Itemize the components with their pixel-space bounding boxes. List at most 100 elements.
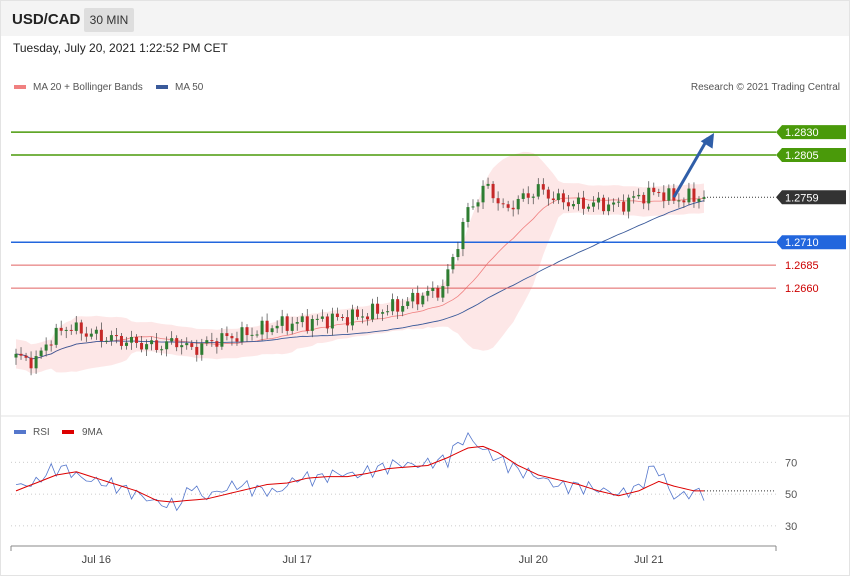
candle-body bbox=[511, 207, 515, 210]
candle-body bbox=[155, 340, 159, 350]
candle-body bbox=[14, 353, 18, 358]
projection-arrow-line bbox=[672, 137, 710, 199]
candle-body bbox=[516, 198, 520, 210]
candle-body bbox=[617, 201, 621, 203]
rsi-level-label-50: 50 bbox=[785, 489, 797, 501]
candle-body bbox=[431, 287, 435, 292]
candle-body bbox=[436, 287, 440, 298]
candle-body bbox=[104, 340, 108, 342]
candle-body bbox=[305, 316, 309, 331]
ma20-legend-label: MA 20 + Bollinger Bands bbox=[33, 82, 143, 93]
candle-body bbox=[521, 193, 525, 199]
candle-body bbox=[551, 198, 555, 201]
rsi-panel: 70 50 30 bbox=[11, 432, 797, 533]
candle-body bbox=[270, 328, 274, 333]
chart-datetime: Tuesday, July 20, 2021 1:22:52 PM CET bbox=[13, 41, 228, 55]
candle-body bbox=[200, 343, 204, 355]
candle-body bbox=[571, 204, 575, 207]
candle-body bbox=[19, 353, 23, 356]
candle-body bbox=[657, 192, 661, 194]
candle-body bbox=[662, 192, 666, 201]
candle-body bbox=[637, 194, 641, 197]
candle-body bbox=[160, 349, 164, 351]
candle-body bbox=[682, 200, 686, 203]
candle-body bbox=[114, 335, 118, 337]
candle-body bbox=[49, 344, 53, 346]
candle-body bbox=[476, 202, 480, 207]
candle-body bbox=[687, 188, 691, 203]
x-tick-label: Jul 21 bbox=[634, 554, 663, 566]
candle-body bbox=[215, 341, 219, 347]
candle-body bbox=[456, 249, 460, 258]
candle-body bbox=[416, 292, 420, 305]
candle-body bbox=[526, 193, 530, 198]
candle-body bbox=[627, 197, 631, 212]
candle-body bbox=[59, 327, 63, 331]
candle-body bbox=[647, 187, 651, 204]
candle-body bbox=[24, 355, 28, 358]
candle-body bbox=[576, 197, 580, 205]
symbol-title: USD/CAD bbox=[12, 11, 81, 28]
candle-body bbox=[381, 312, 385, 314]
candle-body bbox=[466, 207, 470, 222]
rsi-legend-label: RSI bbox=[33, 427, 50, 438]
candle-body bbox=[667, 188, 671, 201]
candle-body bbox=[250, 334, 254, 336]
candle-body bbox=[335, 313, 339, 318]
candle-body bbox=[280, 316, 284, 326]
candle-body bbox=[170, 338, 174, 342]
candle-body bbox=[295, 322, 299, 324]
candle-body bbox=[190, 343, 194, 347]
ma20-legend-swatch bbox=[14, 85, 26, 89]
candle-body bbox=[411, 292, 415, 302]
candle-body bbox=[371, 303, 375, 320]
candle-body bbox=[330, 313, 334, 329]
candle-body bbox=[94, 329, 98, 334]
price-tag-label-1.2830: 1.2830 bbox=[785, 127, 819, 139]
candle-body bbox=[652, 187, 656, 193]
candle-body bbox=[175, 338, 179, 348]
candle-body bbox=[124, 342, 128, 346]
candle-body bbox=[99, 329, 103, 342]
candle-body bbox=[165, 341, 169, 350]
candle-body bbox=[642, 194, 646, 204]
candlestick-layer bbox=[14, 177, 706, 376]
candle-body bbox=[496, 198, 500, 204]
candle-body bbox=[446, 269, 450, 287]
x-tick-label: Jul 20 bbox=[519, 554, 548, 566]
rsi-ma9-line bbox=[15, 445, 704, 503]
timeframe-button[interactable]: 30 MIN bbox=[84, 8, 134, 32]
candle-body bbox=[677, 200, 681, 202]
bollinger-band-layer bbox=[16, 151, 704, 374]
candle-body bbox=[109, 335, 113, 341]
candle-body bbox=[506, 204, 510, 208]
candle-body bbox=[39, 350, 43, 357]
candle-body bbox=[612, 202, 616, 205]
ma50-legend-label: MA 50 bbox=[175, 82, 204, 93]
candle-body bbox=[64, 329, 68, 331]
price-tag-label-1.2805: 1.2805 bbox=[785, 150, 819, 162]
candle-body bbox=[89, 333, 93, 337]
candle-body bbox=[220, 333, 224, 347]
candle-body bbox=[481, 185, 485, 203]
candle-body bbox=[150, 340, 154, 345]
projection-arrow-head bbox=[700, 133, 715, 149]
candle-body bbox=[235, 338, 239, 342]
candle-body bbox=[310, 318, 314, 331]
ma9-legend-swatch bbox=[62, 430, 74, 434]
candle-body bbox=[340, 317, 344, 319]
level-label-1.2685: 1.2685 bbox=[785, 260, 819, 272]
candle-body bbox=[501, 203, 505, 205]
candle-body bbox=[79, 322, 83, 334]
candle-body bbox=[275, 325, 279, 329]
candle-body bbox=[361, 316, 365, 318]
price-tag-1.2830 bbox=[776, 125, 846, 140]
candle-body bbox=[401, 305, 405, 312]
candle-body bbox=[486, 183, 490, 186]
candle-body bbox=[69, 329, 73, 331]
candle-body bbox=[355, 309, 359, 317]
candle-body bbox=[702, 197, 706, 199]
candle-body bbox=[265, 320, 269, 333]
candle-body bbox=[74, 322, 78, 331]
candle-body bbox=[597, 197, 601, 203]
